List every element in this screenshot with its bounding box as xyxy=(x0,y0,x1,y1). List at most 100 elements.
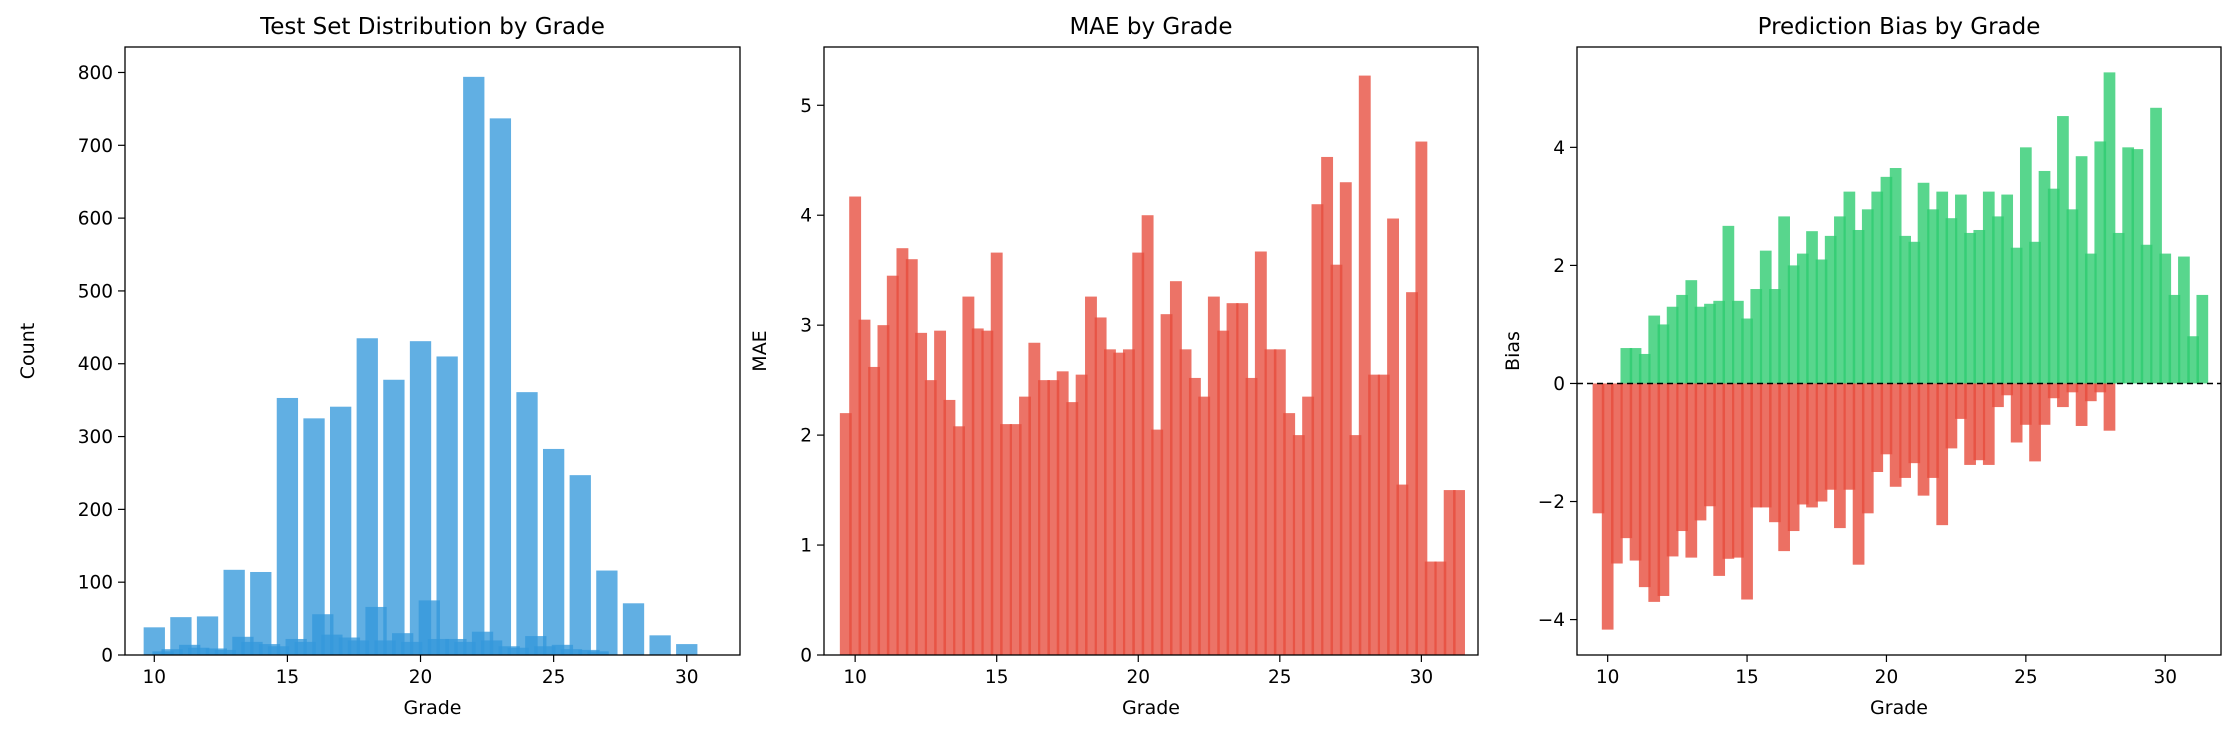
bar xyxy=(1685,280,1698,384)
bar xyxy=(534,646,556,655)
bar xyxy=(1113,352,1126,655)
bar xyxy=(2075,383,2088,426)
y-tick-label: 800 xyxy=(78,63,113,84)
bar xyxy=(2178,256,2190,384)
bar xyxy=(2029,241,2041,384)
y-tick-label: 0 xyxy=(1553,374,1565,395)
x-axis-label: Grade xyxy=(404,697,462,719)
bar xyxy=(1311,204,1324,655)
bar xyxy=(1132,252,1145,655)
bar xyxy=(1815,259,1828,384)
y-tick-label: 2 xyxy=(800,426,812,447)
bar xyxy=(1160,314,1173,655)
bar xyxy=(1349,435,1362,655)
bar xyxy=(516,392,538,655)
bar xyxy=(2103,72,2116,384)
bar xyxy=(2159,253,2172,384)
bar xyxy=(649,635,671,655)
bar xyxy=(2010,247,2023,384)
bar xyxy=(1982,383,1995,465)
bar xyxy=(1406,292,1418,655)
bar xyxy=(2047,383,2060,399)
bar xyxy=(1245,377,1258,655)
bias-bars xyxy=(1577,72,2221,630)
bar xyxy=(489,118,512,656)
bar xyxy=(1759,250,1772,384)
x-tick-label: 20 xyxy=(1126,667,1150,688)
bar xyxy=(2196,294,2209,384)
y-axis-label: Bias xyxy=(1502,331,1524,371)
bar xyxy=(1085,296,1097,655)
y-tick-label: 300 xyxy=(78,427,113,448)
bar xyxy=(1302,396,1315,655)
bar xyxy=(1676,383,1688,532)
bar xyxy=(1264,349,1277,655)
x-tick-label: 20 xyxy=(409,667,433,688)
bar xyxy=(1704,383,1716,507)
bar xyxy=(1815,383,1828,502)
bar xyxy=(1843,383,1856,490)
bar xyxy=(1843,191,1856,384)
y-tick-label: 100 xyxy=(78,573,113,594)
bar xyxy=(1834,216,1846,384)
bar xyxy=(1638,353,1651,384)
bar xyxy=(1927,383,1939,478)
chart-title: Test Set Distribution by Grade xyxy=(259,14,605,40)
bar xyxy=(1732,300,1744,384)
bar xyxy=(1936,383,1949,526)
bar xyxy=(2084,253,2097,384)
bar xyxy=(267,646,290,655)
bar xyxy=(1722,383,1735,559)
y-tick-label: 400 xyxy=(78,354,113,375)
bar xyxy=(250,571,272,655)
bar xyxy=(1434,561,1447,655)
bar xyxy=(1945,218,1958,384)
bar xyxy=(1075,374,1088,655)
bar xyxy=(507,647,529,655)
bar xyxy=(223,569,245,655)
x-tick-label: 20 xyxy=(1875,667,1899,688)
bar xyxy=(1592,383,1605,514)
bar xyxy=(1028,342,1041,655)
bar xyxy=(1056,371,1069,655)
chart-title: MAE by Grade xyxy=(1069,14,1232,40)
bar xyxy=(2140,244,2153,384)
bar xyxy=(1283,413,1296,655)
bar xyxy=(1899,235,1911,384)
y-axis-label: Count xyxy=(17,323,39,379)
bar xyxy=(1141,215,1154,655)
bar xyxy=(1638,383,1651,588)
bar xyxy=(1759,383,1772,508)
bar xyxy=(374,640,396,655)
x-tick-label: 15 xyxy=(985,667,1009,688)
bar xyxy=(1880,383,1893,455)
bar xyxy=(383,379,405,655)
bar xyxy=(962,296,975,655)
bar xyxy=(1871,191,1884,384)
bar xyxy=(934,330,947,655)
bar xyxy=(2094,383,2107,393)
bar xyxy=(596,570,618,655)
x-tick-label: 10 xyxy=(843,667,867,688)
x-tick-label: 25 xyxy=(1268,667,1292,688)
bar xyxy=(2038,383,2051,425)
y-tick-label: 3 xyxy=(800,316,812,337)
bar xyxy=(1861,383,1874,514)
bar xyxy=(1713,383,1726,576)
bar xyxy=(214,649,237,655)
bar xyxy=(2057,383,2069,408)
bar xyxy=(1704,303,1716,384)
bar xyxy=(1066,402,1079,655)
bar xyxy=(2038,170,2051,384)
bar xyxy=(839,413,852,655)
y-axis-label: MAE xyxy=(749,330,771,371)
bar xyxy=(436,356,458,655)
bar xyxy=(2112,232,2125,384)
bar xyxy=(1936,191,1949,384)
bar xyxy=(1713,300,1726,384)
bar xyxy=(587,651,609,655)
bar xyxy=(161,649,183,655)
x-tick-label: 30 xyxy=(1410,667,1434,688)
bar xyxy=(1973,229,1986,384)
